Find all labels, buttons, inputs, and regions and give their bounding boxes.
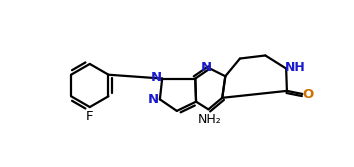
Text: N: N: [200, 60, 212, 73]
Text: N: N: [150, 71, 161, 84]
Text: O: O: [303, 88, 314, 101]
Text: NH₂: NH₂: [197, 113, 221, 126]
Text: N: N: [148, 93, 159, 106]
Text: NH: NH: [285, 61, 306, 74]
Text: F: F: [85, 110, 93, 123]
